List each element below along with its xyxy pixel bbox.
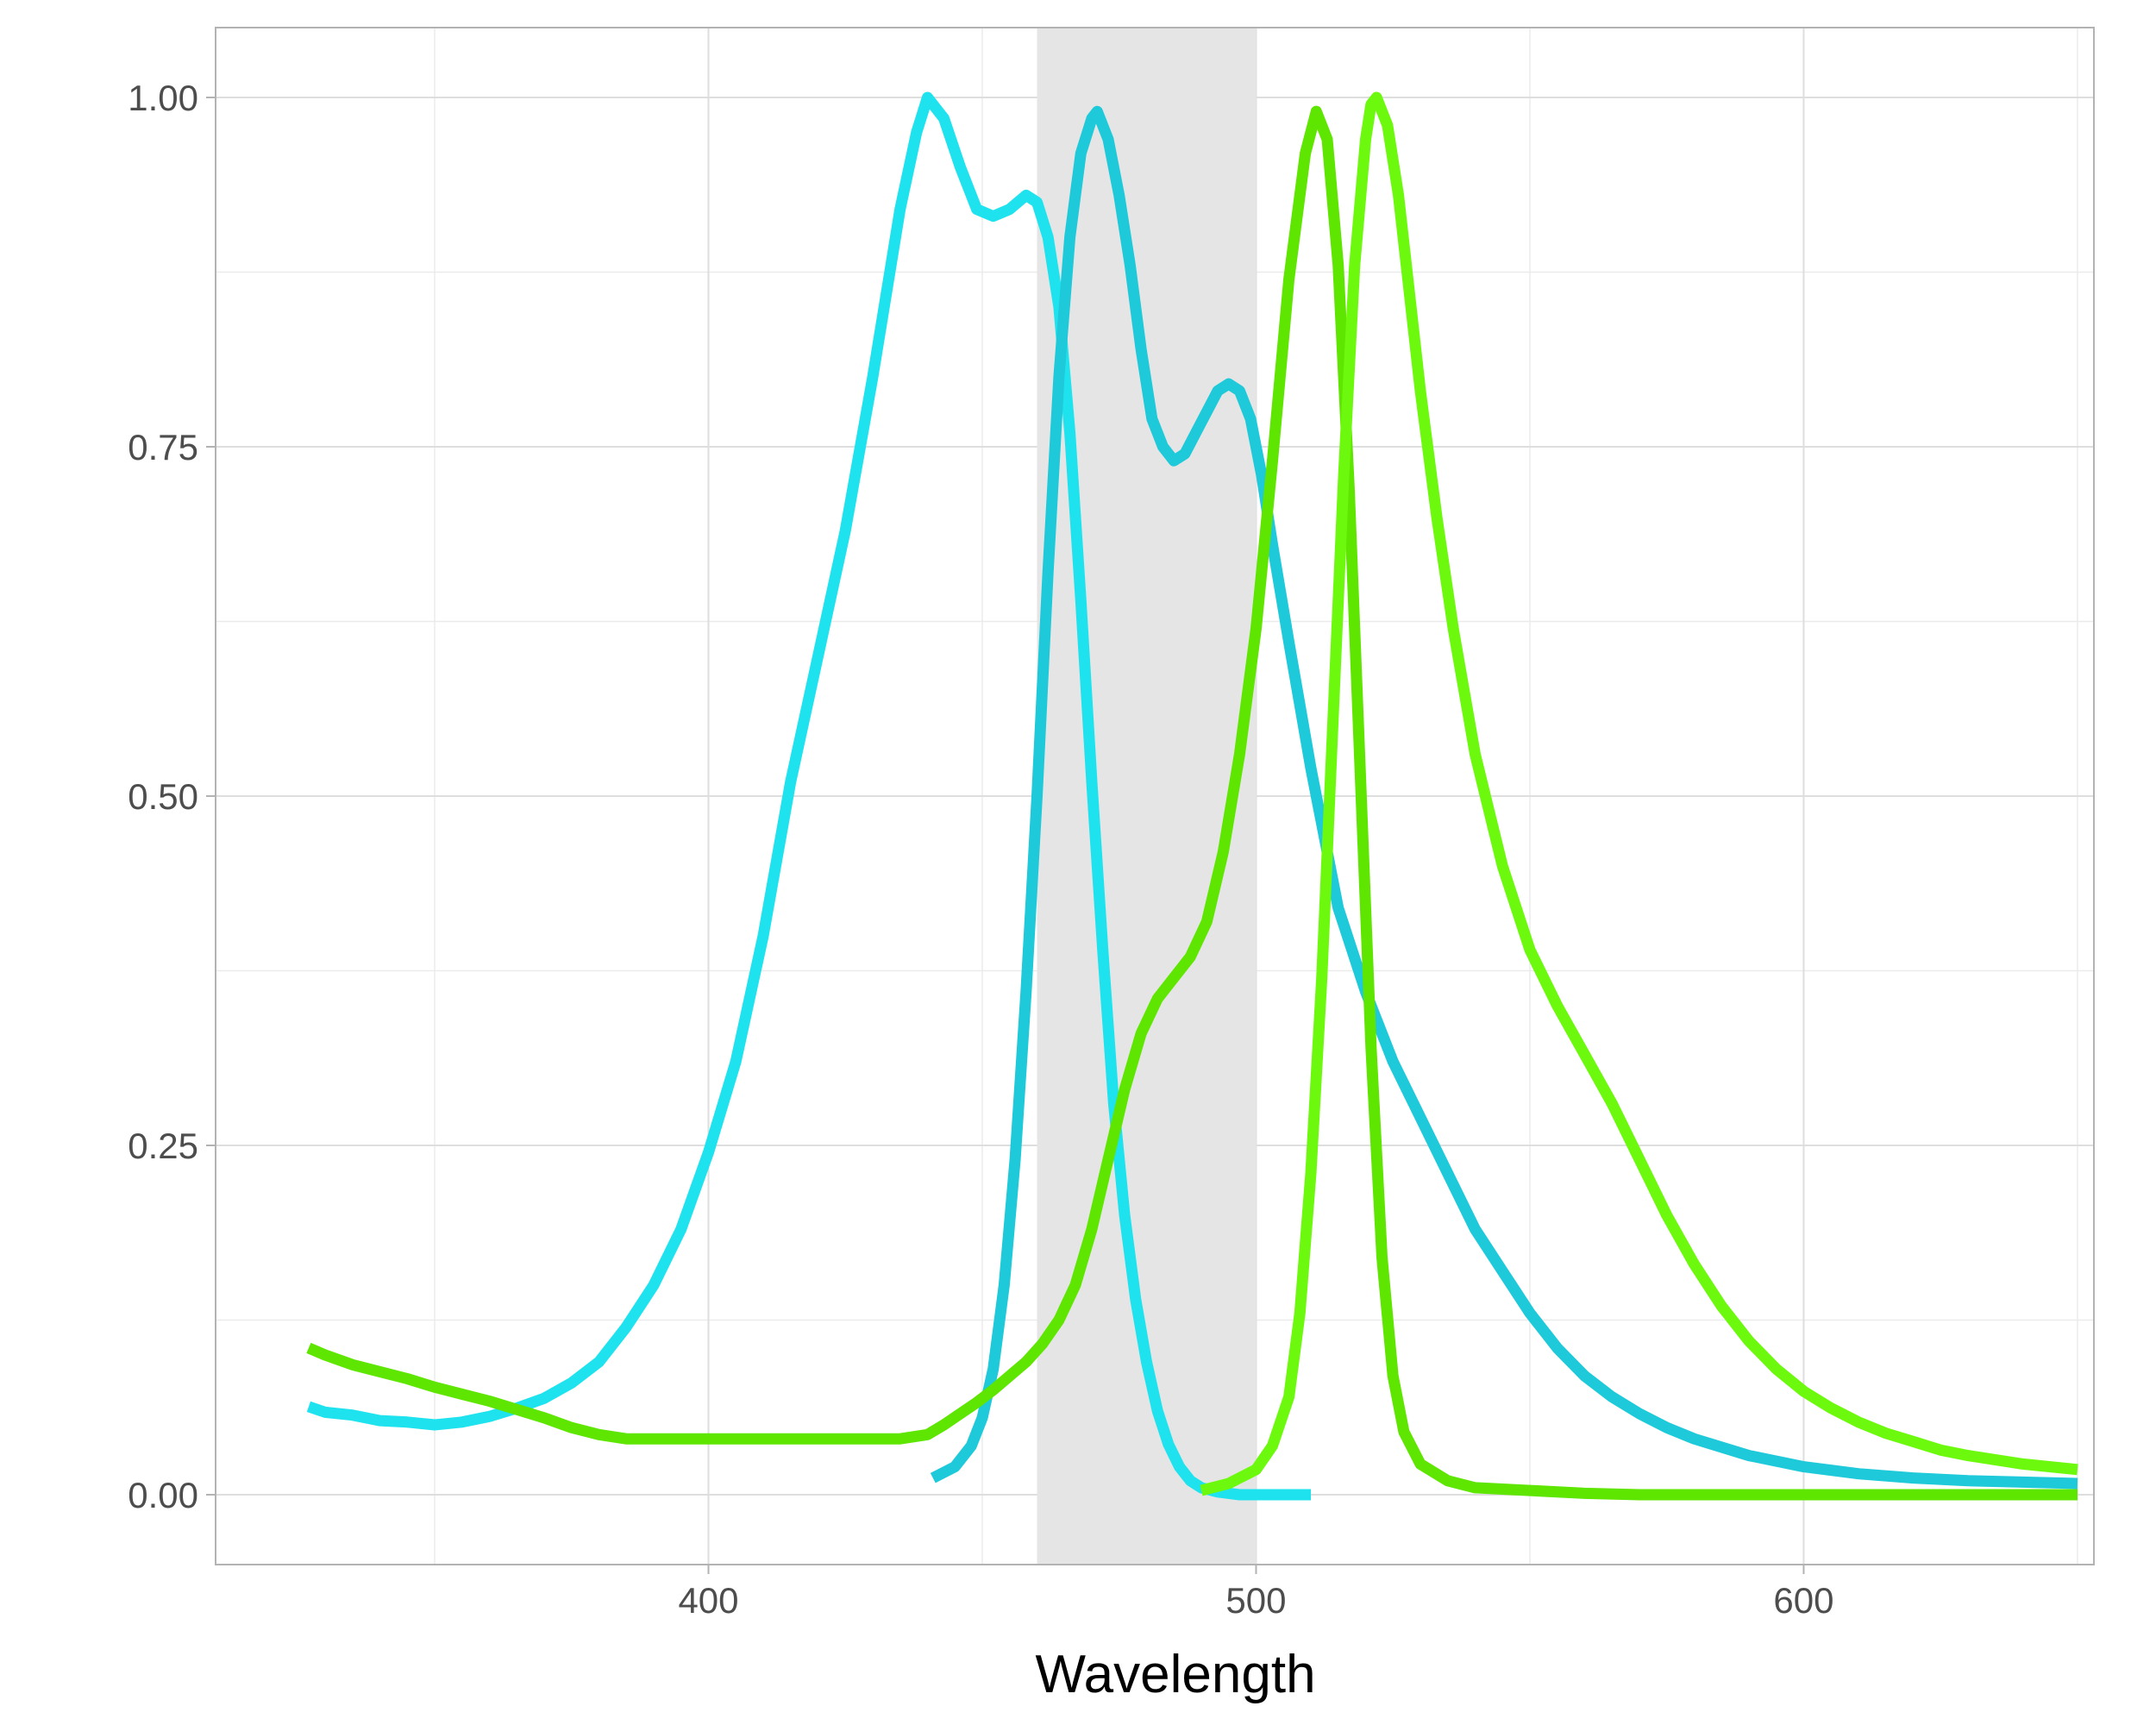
series-line-3 [306, 105, 2078, 1501]
x-axis-ticks: 400 500 600 [678, 1565, 1833, 1621]
highlight-band [1037, 28, 1257, 1565]
series-line-1 [306, 91, 1311, 1501]
y-tick-label: 1.00 [128, 78, 198, 118]
x-tick-label: 400 [678, 1580, 738, 1621]
y-axis-ticks: 0.00 0.25 0.50 0.75 1.00 [128, 78, 216, 1515]
series-line-2 [930, 105, 2078, 1490]
x-axis-title: Wavelength [1035, 1645, 1315, 1704]
y-tick-label: 0.75 [128, 427, 198, 467]
x-tick-label: 500 [1225, 1580, 1286, 1621]
y-tick-label: 0.00 [128, 1475, 198, 1515]
series-layer [306, 91, 2078, 1501]
y-tick-label: 0.25 [128, 1126, 198, 1166]
y-tick-label: 0.50 [128, 776, 198, 817]
series-line-4 [1200, 91, 2078, 1496]
x-tick-label: 600 [1773, 1580, 1833, 1621]
highlight-band-layer [1037, 28, 1257, 1565]
